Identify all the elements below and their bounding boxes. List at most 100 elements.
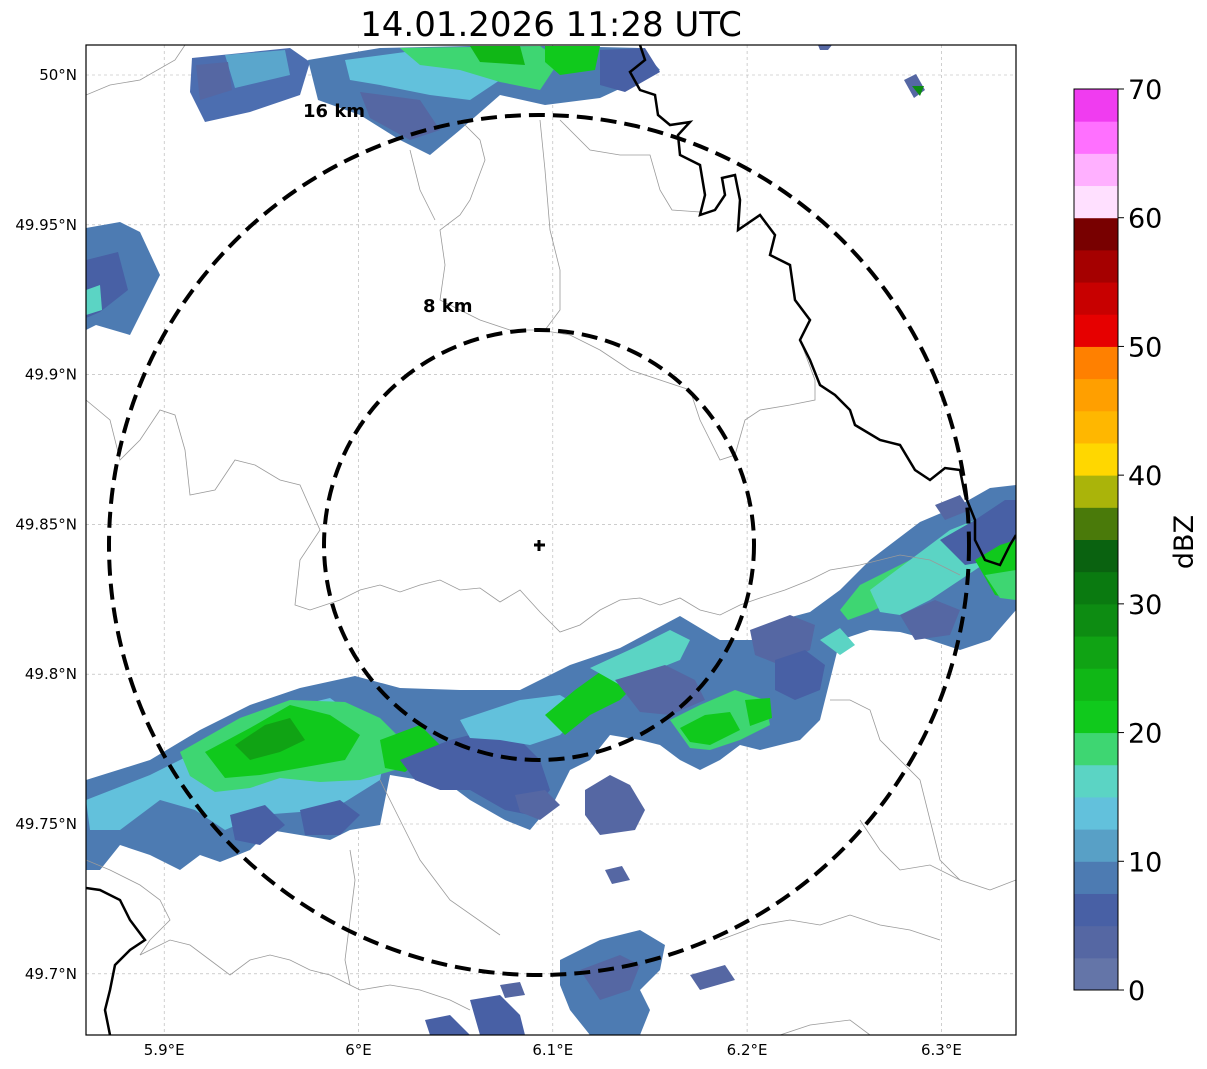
colorbar-segment xyxy=(1074,249,1118,283)
colorbar-tick-label: 40 xyxy=(1128,461,1162,492)
radar-site-marker xyxy=(534,540,545,551)
admin-border-line xyxy=(379,779,501,936)
echo-cell xyxy=(230,805,285,845)
echo-cell xyxy=(605,866,630,884)
admin-border-line xyxy=(409,149,436,221)
range-ring-label-16km: 16 km xyxy=(303,101,365,122)
echo-cell xyxy=(470,46,525,65)
colorbar-segment xyxy=(1074,89,1118,122)
latitude-tick-labels: 50°N 49.95°N 49.9°N 49.85°N 49.8°N 49.75°N 49.… xyxy=(15,66,77,983)
admin-border-line xyxy=(439,119,816,461)
colorbar-segment xyxy=(1074,346,1118,380)
echo-cell xyxy=(745,698,772,726)
echo-cell xyxy=(590,630,690,685)
latitude-tick-label: 49.75°N xyxy=(15,815,77,833)
echo-cell xyxy=(86,285,102,315)
latitude-tick-label: 49.8°N xyxy=(25,665,77,683)
admin-border-line xyxy=(86,399,961,633)
echo-cell xyxy=(400,730,550,815)
colorbar-segment xyxy=(1074,314,1118,347)
admin-border-line xyxy=(719,914,941,941)
echo-cell xyxy=(545,46,600,75)
echo-cell xyxy=(690,965,735,990)
colorbar-segment xyxy=(1074,442,1118,476)
range-ring-16km xyxy=(107,113,971,977)
map-background xyxy=(86,45,1016,1035)
admin-border-line xyxy=(559,119,701,213)
echo-cell xyxy=(425,1015,470,1035)
longitude-tick-label: 6°E xyxy=(345,1041,372,1059)
echo-cell xyxy=(935,495,970,520)
country-border-line xyxy=(86,886,147,1035)
colorbar-segment xyxy=(1074,475,1118,508)
graticule xyxy=(86,45,1016,1035)
echo-cell xyxy=(985,570,1016,600)
colorbar-segment xyxy=(1074,636,1118,669)
colorbar-segment xyxy=(1074,507,1118,540)
colorbar-tick-labels: 0 10 20 30 40 50 60 70 xyxy=(1118,75,1162,1007)
colorbar-tick-label: 70 xyxy=(1128,75,1162,106)
latitude-tick-label: 49.9°N xyxy=(25,366,77,384)
echo-cell xyxy=(225,50,290,88)
colorbar-tick-label: 0 xyxy=(1128,976,1145,1007)
admin-border-line xyxy=(86,45,186,96)
echo-cell xyxy=(820,628,855,655)
echo-cell xyxy=(235,718,305,760)
colorbar-tick-label: 10 xyxy=(1128,847,1162,878)
admin-border-line xyxy=(830,699,1016,891)
echo-cell xyxy=(380,725,440,772)
colorbar-segment xyxy=(1074,829,1118,862)
colorbar-unit-label: dBZ xyxy=(1169,515,1200,569)
admin-border-line xyxy=(779,1019,871,1035)
colorbar-tick-label: 60 xyxy=(1128,204,1162,235)
echo-cell xyxy=(196,62,232,100)
echo-cell xyxy=(818,45,832,50)
range-ring-8km xyxy=(322,328,756,762)
echo-cell xyxy=(775,650,825,700)
colorbar-segment xyxy=(1074,668,1118,701)
colorbar-segment xyxy=(1074,217,1118,251)
colorbar-segment xyxy=(1074,539,1118,573)
longitude-tick-label: 6.3°E xyxy=(921,1041,962,1059)
echo-cell xyxy=(585,775,645,835)
colorbar-segment xyxy=(1074,732,1118,766)
admin-border-line xyxy=(859,819,961,881)
colorbar-tick-label: 30 xyxy=(1128,590,1162,621)
admin-border-line xyxy=(349,984,471,1011)
range-rings xyxy=(107,113,971,977)
colorbar-tick-label: 20 xyxy=(1128,719,1162,750)
admin-border-line xyxy=(139,939,351,986)
longitude-tick-labels: 5.9°E 6°E 6.1°E 6.2°E 6.3°E xyxy=(144,1041,962,1059)
map-frame xyxy=(85,44,1017,1036)
colorbar xyxy=(1074,89,1118,991)
echo-cell xyxy=(360,92,440,140)
colorbar-segment xyxy=(1074,893,1118,927)
echo-cell xyxy=(680,712,740,745)
colorbar-tick-label: 50 xyxy=(1128,332,1162,363)
colorbar-segment xyxy=(1074,121,1118,154)
colorbar-segment xyxy=(1074,185,1118,219)
longitude-tick-label: 5.9°E xyxy=(144,1041,185,1059)
colorbar-segment xyxy=(1074,925,1118,959)
admin-borders xyxy=(86,45,1016,1035)
echo-cell xyxy=(912,86,924,96)
echo-cell xyxy=(300,800,360,835)
colorbar-segment xyxy=(1074,603,1118,637)
echo-cell xyxy=(900,600,960,640)
colorbar-segment xyxy=(1074,861,1118,894)
colorbar-segment xyxy=(1074,764,1118,798)
colorbar-segment xyxy=(1074,571,1118,605)
colorbar-frame xyxy=(1073,88,1119,991)
admin-border-line xyxy=(539,119,561,331)
country-borders xyxy=(86,45,1016,1035)
latitude-tick-label: 49.85°N xyxy=(15,515,77,533)
latitude-tick-label: 50°N xyxy=(39,66,77,84)
colorbar-segment xyxy=(1074,957,1118,991)
echo-cell xyxy=(460,695,585,745)
latitude-tick-label: 49.95°N xyxy=(15,216,77,234)
echo-cell xyxy=(470,995,525,1035)
range-ring-label-8km: 8 km xyxy=(423,296,473,317)
longitude-tick-label: 6.1°E xyxy=(532,1041,573,1059)
colorbar-segment xyxy=(1074,378,1118,412)
colorbar-segment xyxy=(1074,796,1118,830)
